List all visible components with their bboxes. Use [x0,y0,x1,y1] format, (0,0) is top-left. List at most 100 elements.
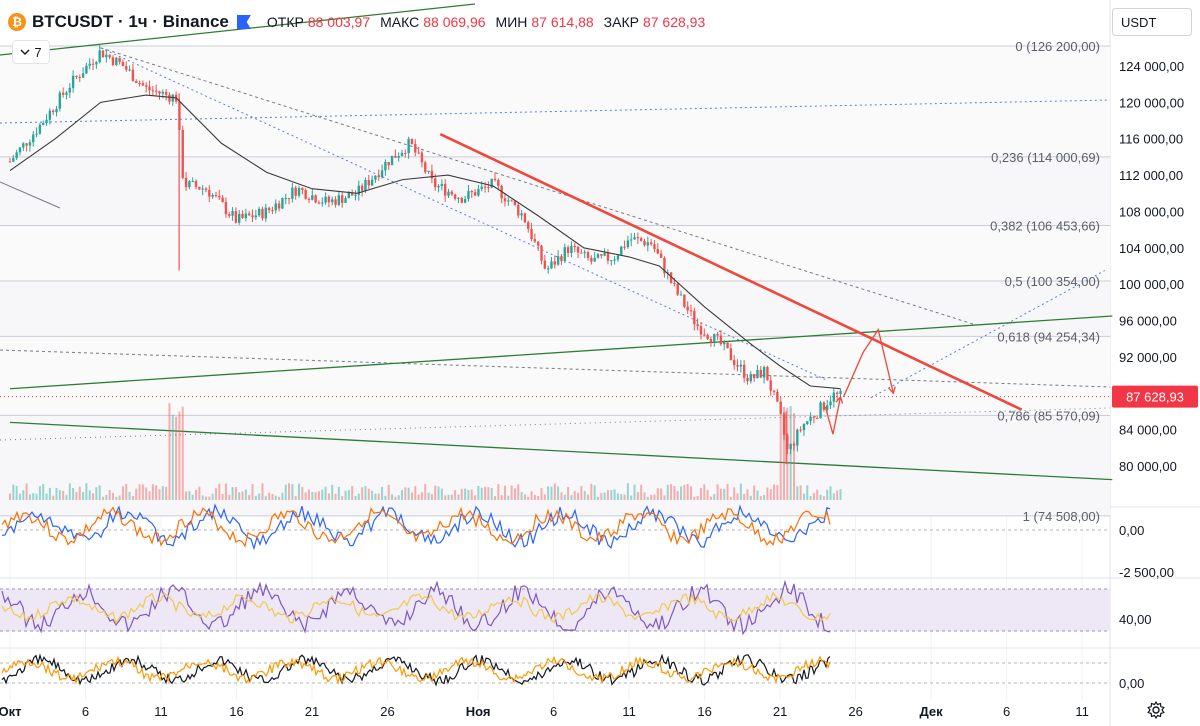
candle-body [128,69,131,71]
candle-body [673,282,676,284]
candle-body [530,228,533,240]
candle-body [350,192,354,196]
volume-bar [812,493,815,500]
volume-bar [85,483,88,500]
gear-icon[interactable] [1146,700,1166,720]
volume-bar [234,487,237,500]
candle-body [580,252,583,254]
volume-bar [211,493,214,500]
candle-body [653,244,656,250]
volume-bar [384,495,387,500]
volume-bar [510,485,513,500]
candle-body [251,215,254,218]
moving-average [9,94,841,390]
volume-bar [763,494,766,500]
volume-bar [500,495,503,500]
time-tick-label: 16 [229,704,243,719]
volume-bar [218,483,221,500]
volume-bar [660,488,663,500]
candle-body [477,189,480,196]
volume-bar [676,491,679,500]
volume-bar [12,484,15,500]
volume-bar [417,494,420,500]
flag-icon[interactable] [236,15,251,29]
volume-bar [72,488,75,500]
macd-signal-line [1,506,831,548]
candle-body [201,188,204,190]
volume-bar [464,488,467,500]
volume-bar [254,495,257,500]
candle-body [387,161,390,166]
volume-bar [268,492,271,500]
volume-bar [776,485,779,500]
currency-button[interactable]: USDT [1112,8,1192,36]
volume-bar [158,489,161,500]
candle-body [533,239,537,242]
candle-body [453,194,457,199]
candle-body [238,213,241,223]
close-value: 87 628,93 [642,14,706,30]
volume-bar [82,491,85,500]
volume-bar [523,494,526,500]
volume-bar [819,494,822,500]
candle-body [55,108,58,113]
volume-bar [487,487,490,500]
candle-body [756,369,759,379]
time-tick-label: 16 [697,704,711,719]
candle-body [28,142,32,146]
candle-body [228,214,231,216]
candle-body [208,189,211,197]
symbol-title[interactable]: BTCUSDT · 1ч · Binance [32,12,229,31]
arrow-head [888,386,896,395]
candle-body [616,255,620,260]
volume-bar [686,483,689,500]
candle-body [583,252,586,254]
time-tick-label: Окт [0,704,22,719]
volume-bar [208,496,211,500]
volume-bar [643,492,646,500]
volume-bar [663,495,666,500]
volume-bar [377,493,380,500]
candle-body [261,208,264,219]
volume-bar [155,485,158,500]
volume-bar [743,493,746,500]
indicators-toggle-button[interactable]: 7 [12,40,50,64]
volume-bar [653,494,656,500]
volume-bar [327,493,330,500]
candle-body [194,180,198,187]
trendlines [0,133,1110,435]
volume-bar [530,491,533,500]
volume-bar [148,491,151,500]
candle-body [48,110,52,120]
candle-body [759,369,762,378]
candle-body [15,152,18,159]
candle-body [78,76,81,78]
price-tick-label: 104 000,00 [1119,241,1184,256]
time-tick-label: Ноя [466,704,491,719]
candle-body [822,402,826,410]
price-tick-label: 92 000,00 [1119,350,1177,365]
volume-bar [261,483,264,500]
candle-body [713,333,716,343]
volume-bar [440,488,443,500]
candle-body [626,240,630,248]
candle-body [417,152,420,154]
volume-bar [816,489,819,500]
candle-body [191,180,194,182]
volume-bar [527,496,530,500]
volume-bar [543,494,546,500]
volume-bar [729,496,732,500]
volume-bar [577,492,580,500]
candle-body [686,306,689,311]
candle-body [739,364,743,367]
volume-bar [603,492,606,500]
volume-bar [666,484,669,500]
candle-body [613,259,616,261]
candle-body [546,268,550,270]
candle-body [277,203,281,209]
open-label: ОТКР [266,14,304,30]
candle-body [111,57,115,65]
time-tick-label: 6 [550,704,557,719]
candle-body [344,198,347,203]
